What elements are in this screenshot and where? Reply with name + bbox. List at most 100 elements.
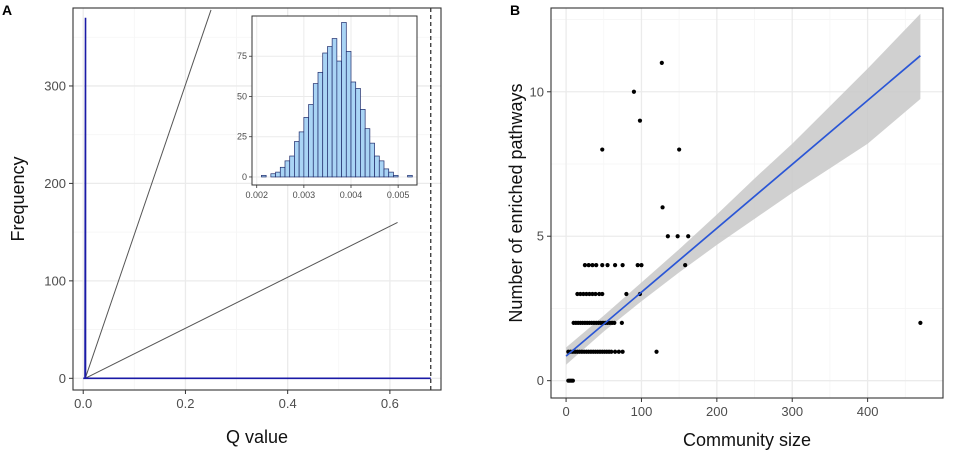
panel-b-data-point [578,291,583,297]
inset-histogram-bar [341,22,347,178]
panel-a-border [72,7,442,391]
inset-y-tick-label: 0 [242,172,247,182]
panel-b-data-point [683,263,688,268]
panel-b-x-tick-label: 200 [706,404,728,419]
panel-a-inset: 0.002 0.003 0.004 0.005 0 25 50 75 [237,15,418,200]
panel-b-data-point [590,291,595,297]
panel-b-data-point [675,234,680,239]
panel-b-x-tick-label: 400 [857,404,879,419]
panel-b-y-axis-title: Number of enriched pathways [506,83,526,322]
panel-b-x-tick-label: 100 [631,404,653,419]
inset-x-tick-label: 0.003 [293,190,316,200]
panel-a-connector-line [85,221,398,379]
inset-histogram-bar [350,81,357,178]
panel-b-data-point [659,60,664,65]
panel-b-data-point [639,263,644,268]
inset-histogram-bar [345,51,352,178]
panel-b-x-tick-label: 300 [781,404,803,419]
inset-histogram-bar [355,88,361,178]
inset-histogram-bar [298,131,305,178]
inset-histogram-bar [364,128,371,178]
panel-b-data-point [620,263,625,268]
panel-b-data-point [918,320,923,325]
panel-a-x-tick-label: 0.6 [381,396,399,411]
panel-b-data-point [600,263,605,268]
panel-b-data-point [616,349,621,354]
inset-histogram-bar [294,141,300,178]
inset-histogram-bar [308,104,314,178]
panel-b-data-point [597,291,602,297]
inset-y-tick-label: 75 [237,51,247,61]
panel-b-data-point [593,291,598,297]
panel-a-x-tick-label: 0.2 [176,396,194,411]
panel-b-y-tick-label: 10 [530,84,544,99]
inset-histogram-bar [261,174,267,178]
panel-b-data-point [637,118,643,123]
inset-histogram-bar [312,83,319,178]
inset-histogram-bar [270,173,276,178]
panel-b-data-point [612,349,618,354]
inset-histogram-bar [284,160,291,178]
panel-b-data-point [620,349,625,354]
panel-b-group: 0 100 200 300 400 0 5 10 Community size Number of… [506,2,944,450]
inset-histogram-bar [275,171,281,178]
panel-b-data-point [581,291,586,297]
panel-a-x-tick-label: 0.4 [279,396,297,411]
panel-b-data-point [609,349,614,354]
panel-b-data-point [619,320,624,325]
inset-histogram-bar [360,109,366,178]
inset-x-tick-label: 0.002 [245,190,268,200]
inset-histogram-bar [393,174,399,178]
panel-b-label: B [510,2,520,18]
panel-a-x-tick-label: 0.0 [74,396,92,411]
panel-a-x-axis-title: Q value [226,427,288,447]
inset-histogram-bar [289,155,295,178]
panel-b-data-point [635,263,640,268]
inset-histogram-bar [317,71,324,178]
panel-b-data-point [654,349,659,354]
panel-b-data-point [624,291,629,297]
panel-b-data-point [677,147,682,152]
panel-b-fit-line [565,55,921,357]
panel-b-data-point [612,320,617,325]
panel-b-data-point [600,147,605,152]
panel-b-x-tick-label: 0 [562,404,569,419]
panel-b-data-point [612,263,618,268]
panel-b-x-axis-title: Community size [683,430,811,450]
inset-histogram-bar [383,168,390,178]
panel-b-data-point [570,378,575,383]
panel-a-y-tick-label: 100 [44,273,66,288]
panel-b-border [550,7,944,399]
panel-a-y-tick-label: 300 [44,78,66,93]
inset-histogram-bar [303,117,309,178]
inset-histogram-bar [369,142,375,178]
inset-y-tick-label: 50 [237,91,247,101]
panel-b-data-point [590,263,595,268]
inset-x-tick-label: 0.004 [340,190,363,200]
panel-a-label: A [2,2,12,18]
panel-a-group: 0.0 0.2 0.4 0.6 0 100 200 300 Q value Frequency A 0… [2,2,442,447]
inset-histogram-bar [336,60,342,178]
panel-b-confidence-band [566,13,921,365]
panel-a-y-tick-label: 200 [44,176,66,191]
panel-b-data-point [594,263,599,268]
panel-b-data-point [582,263,588,268]
inset-x-tick-label: 0.005 [387,190,410,200]
panel-a-density-line [83,17,431,380]
panel-a-connector-line [84,9,212,379]
inset-histogram-bar [327,46,333,178]
inset-histogram-bar [407,174,413,178]
inset-border [251,15,418,186]
panel-b-data-point [660,205,665,210]
inset-histogram-bar [331,38,338,178]
inset-histogram-bar [388,171,394,178]
panel-b-y-tick-label: 0 [537,373,544,388]
panel-b-data-point [586,263,591,268]
inset-histogram-bar [322,52,328,178]
panel-b-data-point [587,291,592,297]
panel-b-y-tick-label: 5 [537,229,544,244]
panel-a-y-axis-title: Frequency [8,156,28,241]
panel-b-data-point [686,234,691,239]
panel-b-data-point [605,263,610,268]
